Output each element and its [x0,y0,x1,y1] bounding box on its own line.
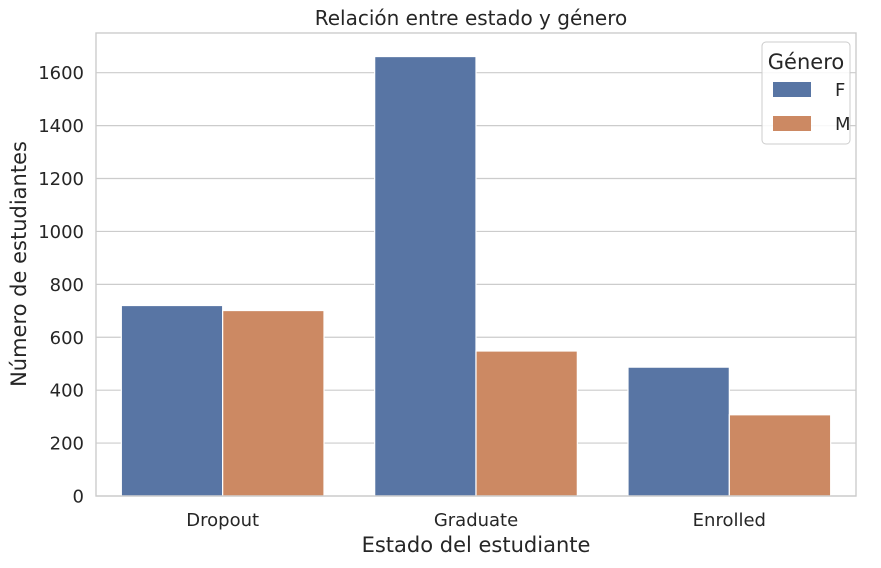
legend-label-m: M [835,114,851,135]
y-tick-label: 800 [50,275,84,296]
legend-swatch-f [773,82,811,97]
legend: Género FM [761,41,851,145]
y-tick-label: 600 [50,328,84,349]
bars [120,55,832,497]
bar-graduate-f [374,55,477,497]
y-tick-label: 200 [50,434,84,455]
x-tick-labels: Dropout Graduate Enrolled [186,510,766,531]
chart-title: Relación entre estado y género [315,6,628,30]
y-tick-label: 1200 [38,169,84,190]
y-tick-label: 0 [73,487,84,508]
bar-graduate-m [475,350,578,497]
plot-frame [95,32,857,497]
bar-dropout-f [120,304,224,497]
y-tick-label: 1600 [38,63,84,84]
x-tick-label: Graduate [434,510,518,531]
y-tick-label: 400 [50,381,84,402]
bar-enrolled-f [627,366,730,497]
x-tick-label: Enrolled [693,510,766,531]
bar-dropout-m [222,309,325,497]
legend-label-f: F [835,80,845,101]
legend-title: Género [768,50,844,74]
x-tick-label: Dropout [186,510,259,531]
y-tick-label: 1000 [38,222,84,243]
bar-enrolled-m [728,414,832,497]
y-tick-labels: 0 200 400 600 800 1000 1200 1400 1600 [38,63,84,507]
y-axis-label: Número de estudiantes [7,141,31,387]
y-tick-label: 1400 [38,116,84,137]
legend-swatch-m [773,116,811,131]
x-axis-label: Estado del estudiante [362,533,591,557]
